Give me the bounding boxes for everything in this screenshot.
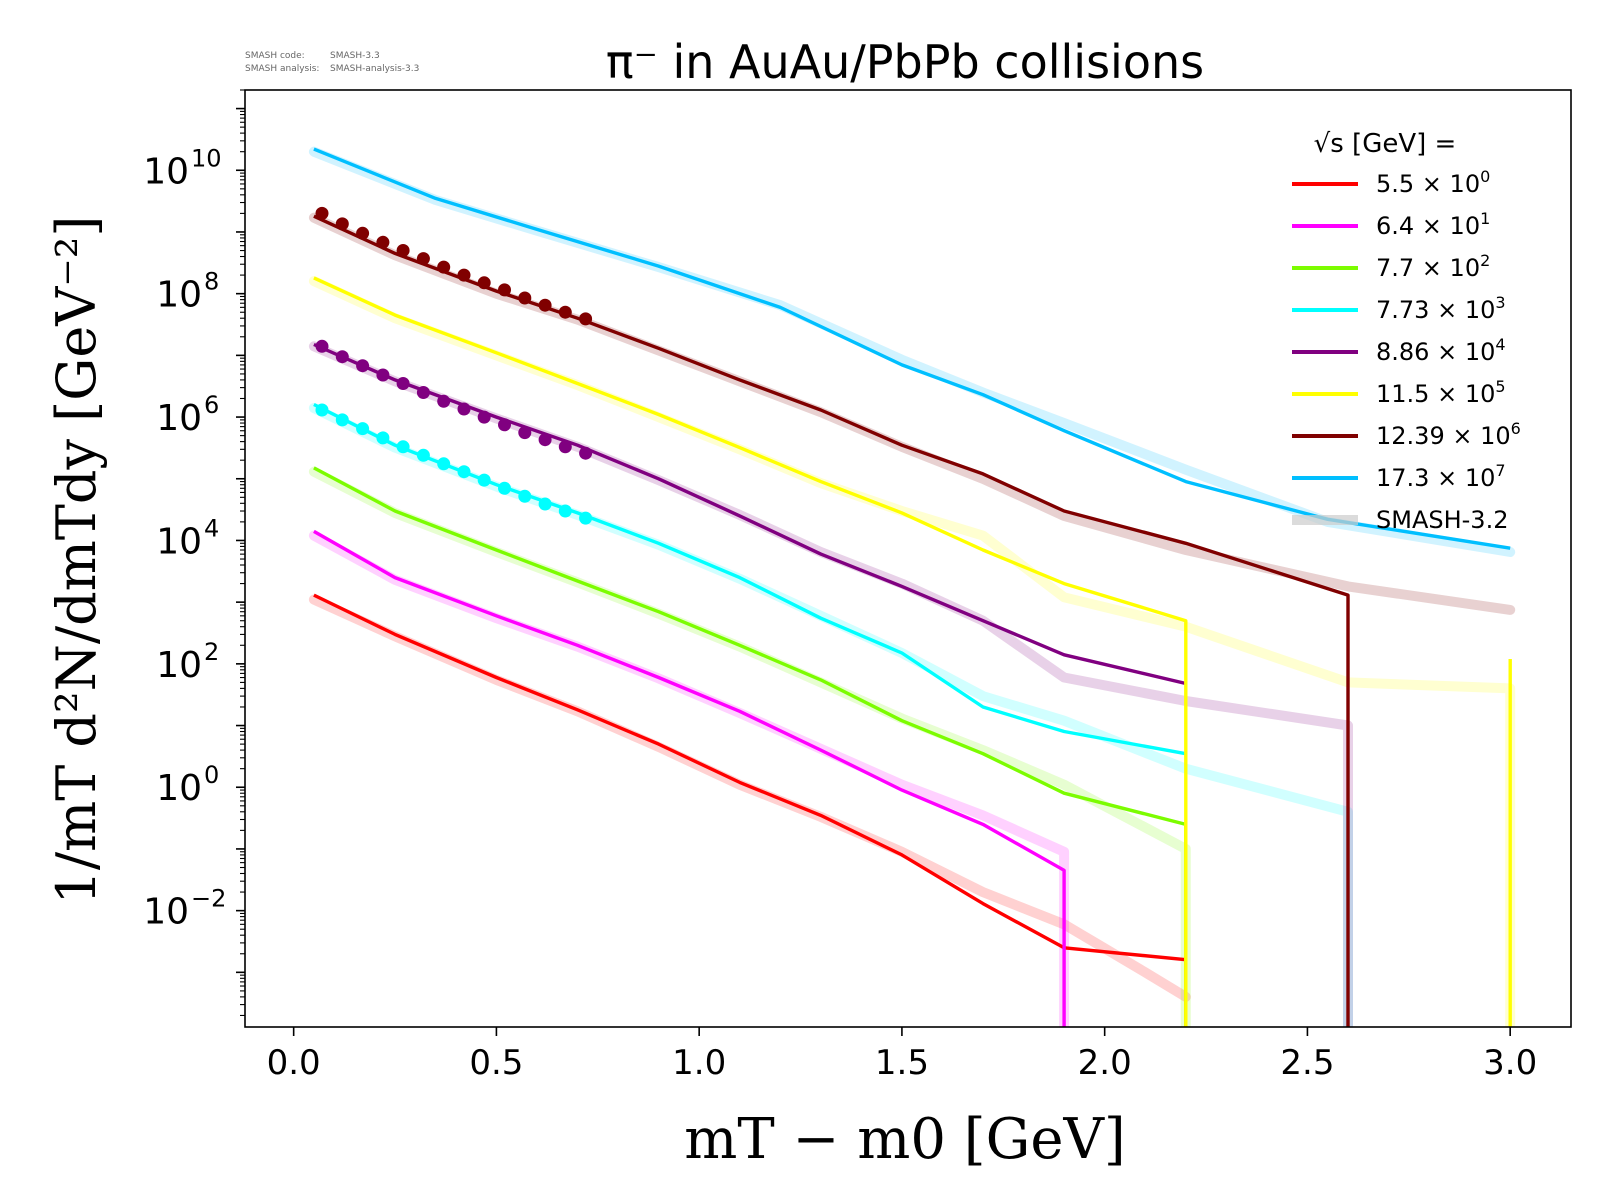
reference-curve-0 bbox=[308, 594, 1191, 1002]
series-line-2 bbox=[313, 466, 1188, 1027]
data-point bbox=[498, 481, 511, 495]
data-point bbox=[437, 260, 451, 274]
data-point bbox=[579, 312, 593, 326]
data-point bbox=[416, 252, 430, 266]
code-label: SMASH code: bbox=[245, 51, 305, 61]
data-point bbox=[558, 305, 572, 319]
data-point bbox=[437, 394, 451, 408]
data-point bbox=[396, 244, 410, 257]
y-tick-label: 10 bbox=[143, 151, 189, 192]
data-point bbox=[376, 431, 390, 445]
series-line-7 bbox=[313, 147, 1511, 550]
data-point bbox=[457, 465, 471, 479]
data-point bbox=[477, 410, 491, 424]
data-point bbox=[437, 457, 451, 471]
legend-label: 5.5 × 100 bbox=[1376, 167, 1490, 198]
data-point bbox=[416, 386, 430, 399]
x-axis-label: mT − m0 [GeV] bbox=[684, 1107, 1126, 1172]
data-point bbox=[315, 403, 329, 417]
data-point bbox=[457, 268, 471, 282]
y-axis-label: 1/mT d²N/dmTdy [GeV⁻²] bbox=[45, 215, 108, 904]
code-version: SMASH-3.3 bbox=[330, 51, 380, 61]
data-point bbox=[558, 440, 572, 454]
y-tick-label: 10 bbox=[156, 275, 202, 316]
legend: √s [GeV] = 5.5 × 100 6.4 × 101 7.7 × 102 7.… bbox=[1292, 129, 1521, 534]
series-line-5 bbox=[313, 276, 1188, 1027]
data-point bbox=[335, 217, 349, 231]
y-tick-label: 10 bbox=[156, 398, 202, 439]
data-point bbox=[416, 448, 430, 462]
data-points bbox=[315, 206, 593, 525]
y-tick-exponent: 8 bbox=[204, 268, 219, 296]
data-point bbox=[315, 206, 329, 220]
x-tick-label: 0.0 bbox=[267, 1043, 321, 1083]
reference-curve-2 bbox=[308, 466, 1191, 1027]
data-point bbox=[396, 377, 410, 390]
data-point bbox=[356, 359, 370, 373]
plot-frame bbox=[244, 89, 1572, 1028]
y-tick-exponent: 2 bbox=[204, 638, 219, 666]
x-tick-label: 0.5 bbox=[469, 1043, 523, 1083]
y-tick-exponent: −2 bbox=[191, 885, 226, 913]
analysis-version: SMASH-analysis-3.3 bbox=[330, 64, 419, 74]
data-point bbox=[396, 440, 410, 454]
y-tick-exponent: 0 bbox=[204, 761, 219, 789]
data-point bbox=[457, 402, 471, 416]
y-tick-label: 10 bbox=[143, 892, 189, 933]
data-point bbox=[356, 226, 370, 240]
data-point bbox=[579, 446, 593, 460]
data-point bbox=[477, 276, 491, 290]
legend-label: 12.39 × 106 bbox=[1376, 419, 1521, 450]
x-tick-label: 1.5 bbox=[875, 1043, 929, 1083]
series-line-6 bbox=[313, 214, 1350, 1027]
legend-label: 11.5 × 105 bbox=[1376, 377, 1506, 408]
y-tick-label: 10 bbox=[156, 768, 202, 809]
x-tick-label: 3.0 bbox=[1483, 1043, 1537, 1083]
reference-curve-3 bbox=[308, 403, 1353, 1027]
data-point bbox=[518, 291, 532, 305]
data-point bbox=[518, 489, 532, 503]
x-axis: 0.0 0.5 1.0 1.5 2.0 2.5 3.0 bbox=[267, 1027, 1537, 1083]
data-point bbox=[498, 418, 511, 432]
data-point bbox=[558, 504, 572, 518]
data-point bbox=[518, 426, 532, 440]
x-tick-label: 2.5 bbox=[1280, 1043, 1334, 1083]
data-point bbox=[538, 433, 552, 447]
analysis-label: SMASH analysis: bbox=[245, 64, 319, 74]
data-point bbox=[376, 368, 390, 382]
legend-label: 17.3 × 107 bbox=[1376, 461, 1506, 492]
reference-curve-6 bbox=[308, 212, 1516, 615]
series-line-0 bbox=[313, 593, 1188, 1027]
y-tick-exponent: 10 bbox=[191, 144, 222, 172]
y-tick-label: 10 bbox=[156, 521, 202, 562]
y-tick-label: 10 bbox=[156, 645, 202, 686]
data-point bbox=[498, 283, 511, 297]
x-tick-label: 2.0 bbox=[1078, 1043, 1132, 1083]
legend-label: 6.4 × 101 bbox=[1376, 209, 1490, 240]
legend-label: 7.73 × 103 bbox=[1376, 293, 1506, 324]
chart-title: π⁻ in AuAu/PbPb collisions bbox=[606, 35, 1204, 89]
data-point bbox=[315, 339, 329, 353]
data-point bbox=[477, 473, 491, 487]
series-curves bbox=[313, 147, 1512, 1027]
legend-label: 8.86 × 104 bbox=[1376, 335, 1506, 366]
data-point bbox=[335, 350, 349, 364]
legend-title: √s [GeV] = bbox=[1314, 129, 1457, 159]
y-tick-exponent: 4 bbox=[204, 514, 219, 542]
data-point bbox=[538, 497, 552, 511]
reference-curves bbox=[308, 146, 1516, 1027]
y-tick-exponent: 6 bbox=[204, 391, 219, 419]
legend-reference-label: SMASH-3.2 bbox=[1376, 506, 1508, 534]
x-tick-label: 1.0 bbox=[672, 1043, 726, 1083]
data-point bbox=[579, 511, 593, 525]
data-point bbox=[376, 235, 390, 249]
series-line-1 bbox=[313, 529, 1066, 1027]
data-point bbox=[356, 422, 370, 436]
data-point bbox=[335, 413, 349, 427]
legend-label: 7.7 × 102 bbox=[1376, 251, 1490, 282]
data-point bbox=[538, 298, 552, 312]
